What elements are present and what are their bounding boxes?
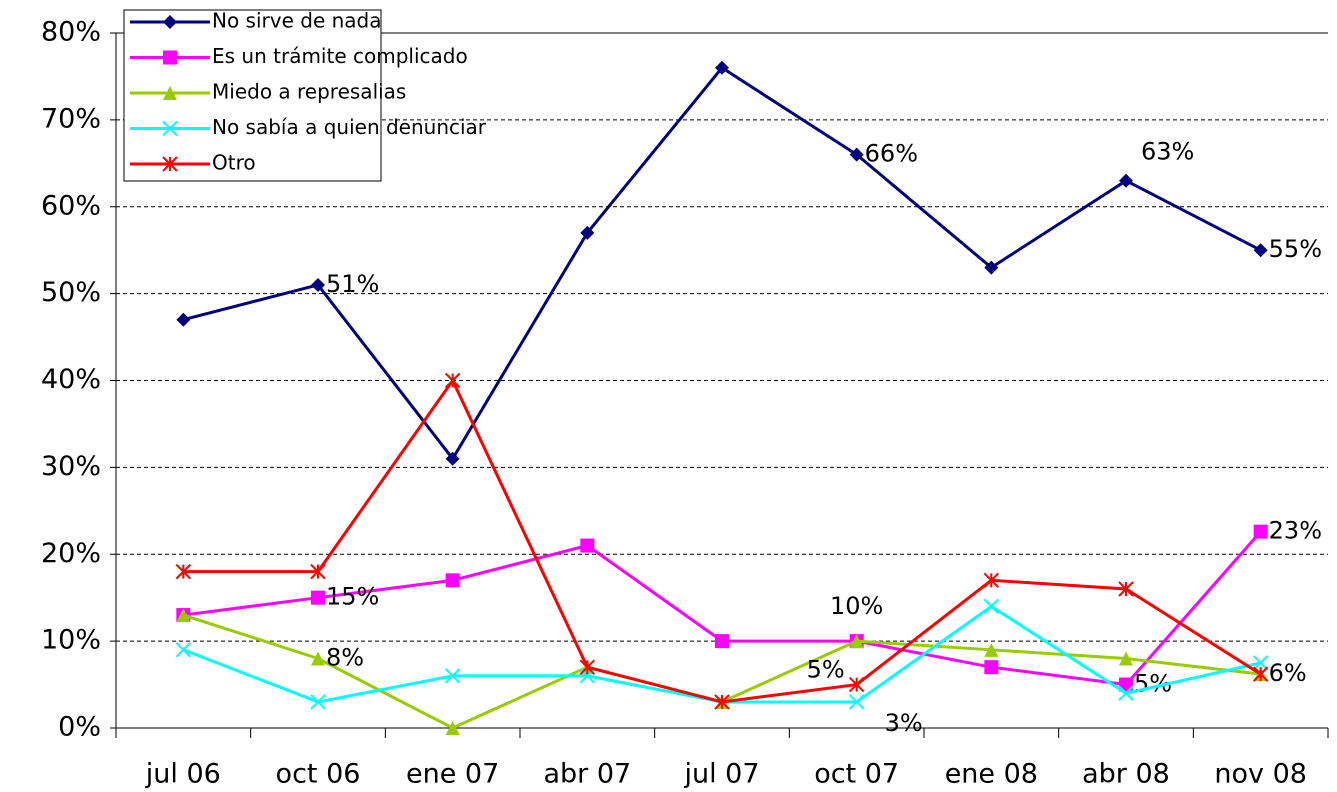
marker — [715, 634, 729, 649]
data-label: 23% — [1269, 517, 1322, 545]
marker — [444, 668, 461, 684]
y-tick-label: 80% — [41, 17, 101, 48]
data-label: 5% — [807, 656, 845, 684]
marker — [849, 634, 864, 649]
x-tick-label: abr 08 — [1082, 759, 1170, 790]
marker — [1253, 524, 1268, 539]
marker — [310, 694, 326, 710]
data-label: 3% — [885, 709, 923, 737]
marker — [444, 372, 461, 389]
legend-label: Miedo a represalias — [212, 80, 406, 104]
series — [175, 372, 1269, 710]
y-tick-label: 10% — [41, 625, 101, 656]
data-label: 10% — [830, 592, 883, 620]
marker — [580, 538, 595, 553]
marker — [445, 451, 460, 466]
marker — [310, 563, 326, 580]
series — [176, 608, 1268, 735]
marker — [175, 563, 192, 580]
legend: No sirve de nada Es un trámite complicado… — [123, 9, 487, 182]
x-tick-label: jul 07 — [683, 759, 759, 790]
data-label: 66% — [865, 140, 918, 168]
marker — [983, 598, 1000, 615]
y-tick-label: 20% — [41, 538, 101, 569]
marker — [983, 572, 1000, 589]
marker — [848, 694, 865, 710]
marker — [311, 590, 325, 605]
legend-label: No sirve de nada — [212, 9, 382, 33]
legend-label: Otro — [212, 151, 256, 175]
marker — [176, 312, 191, 327]
marker — [1119, 677, 1133, 692]
legend-label: Es un trámite complicado — [212, 44, 468, 68]
marker — [1119, 651, 1133, 666]
marker — [849, 147, 864, 162]
marker — [848, 676, 865, 693]
marker — [1119, 173, 1133, 188]
x-tick-label: jul 06 — [145, 759, 221, 790]
data-label: 55% — [1269, 235, 1322, 263]
marker — [163, 86, 177, 100]
y-tick-label: 0% — [58, 712, 101, 743]
y-tick-label: 50% — [41, 277, 101, 308]
marker — [311, 651, 325, 666]
legend-label: No sabía a quien denunciar — [212, 115, 487, 139]
marker — [176, 608, 191, 623]
x-tick-label: oct 07 — [814, 759, 899, 790]
x-tick-label: abr 07 — [543, 759, 631, 790]
series — [176, 60, 1268, 466]
data-label: 8% — [326, 644, 364, 672]
x-tick-label: oct 06 — [276, 759, 361, 790]
marker — [175, 642, 192, 658]
data-label: 15% — [326, 583, 379, 611]
marker — [445, 721, 460, 735]
marker — [162, 120, 178, 137]
x-tick-label: nov 08 — [1214, 759, 1307, 790]
x-tick-label: ene 07 — [406, 759, 499, 790]
marker — [984, 642, 999, 657]
marker — [163, 50, 177, 65]
marker — [984, 260, 999, 275]
marker — [445, 573, 460, 588]
marker — [579, 659, 596, 675]
y-tick-label: 40% — [41, 364, 101, 395]
marker — [1252, 655, 1269, 671]
marker — [1252, 666, 1269, 682]
data-label: 63% — [1141, 138, 1194, 166]
marker — [580, 225, 595, 240]
data-label: 51% — [326, 270, 379, 298]
marker — [311, 277, 325, 292]
marker — [984, 660, 999, 675]
y-tick-label: 60% — [41, 190, 101, 221]
marker — [714, 694, 730, 710]
marker — [162, 156, 178, 172]
marker — [163, 15, 177, 29]
marker — [1118, 685, 1134, 701]
x-tick-label: ene 08 — [945, 759, 1038, 790]
series-line — [182, 613, 1261, 730]
marker — [1253, 243, 1268, 258]
y-tick-label: 70% — [41, 103, 101, 134]
marker — [1118, 581, 1134, 597]
marker — [715, 60, 729, 75]
y-tick-label: 30% — [41, 451, 101, 482]
data-label: 6% — [1269, 659, 1307, 687]
